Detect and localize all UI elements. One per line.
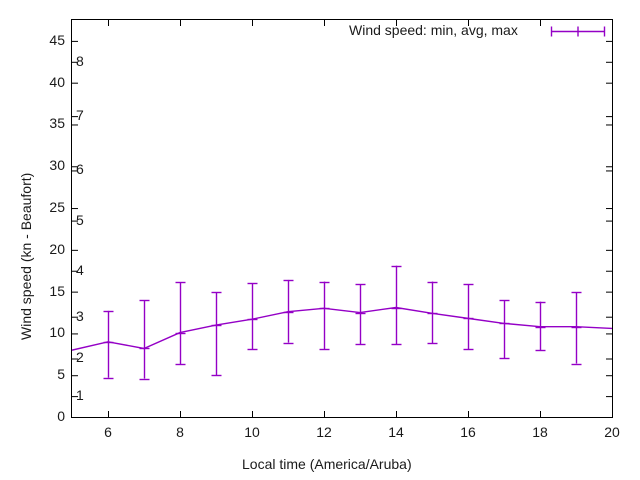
x-tick-label: 18 (532, 424, 548, 440)
beaufort-tick-label: 4 (76, 261, 84, 278)
y-tick-label: 0 (57, 408, 65, 424)
y-tick-label: 5 (57, 366, 65, 383)
y-tick-label: 35 (49, 115, 65, 132)
x-tick-label: 14 (388, 424, 404, 440)
beaufort-tick-label: 8 (76, 52, 84, 69)
y-tick-label: 25 (49, 199, 65, 216)
x-tick-label: 8 (176, 424, 184, 440)
y-tick-label: 15 (49, 282, 65, 299)
x-tick-label: 10 (244, 424, 260, 440)
series-wind-speed (72, 265, 612, 381)
x-tick-label: 20 (604, 424, 620, 440)
plot-svg (72, 20, 612, 417)
y-tick-label: 20 (49, 240, 65, 257)
beaufort-tick-label: 2 (76, 349, 84, 366)
y-tick-label: 10 (49, 324, 65, 341)
beaufort-tick-label: 7 (76, 107, 84, 124)
legend-key-errorbar (550, 26, 606, 37)
beaufort-tick-label: 6 (76, 161, 84, 178)
y-tick-label: 45 (49, 31, 65, 48)
beaufort-tick-label: 5 (76, 211, 84, 228)
x-tick-label: 12 (316, 424, 332, 440)
beaufort-tick-label: 3 (76, 307, 84, 324)
plot-area (71, 19, 613, 418)
legend-label: Wind speed: min, avg, max (349, 22, 518, 38)
x-tick-label: 6 (104, 424, 112, 440)
beaufort-tick-label: 1 (76, 387, 84, 404)
y-tick-label: 30 (49, 157, 65, 174)
y-tick-label: 40 (49, 73, 65, 90)
x-tick-label: 16 (460, 424, 476, 440)
x-axis-title: Local time (America/Aruba) (242, 456, 412, 472)
